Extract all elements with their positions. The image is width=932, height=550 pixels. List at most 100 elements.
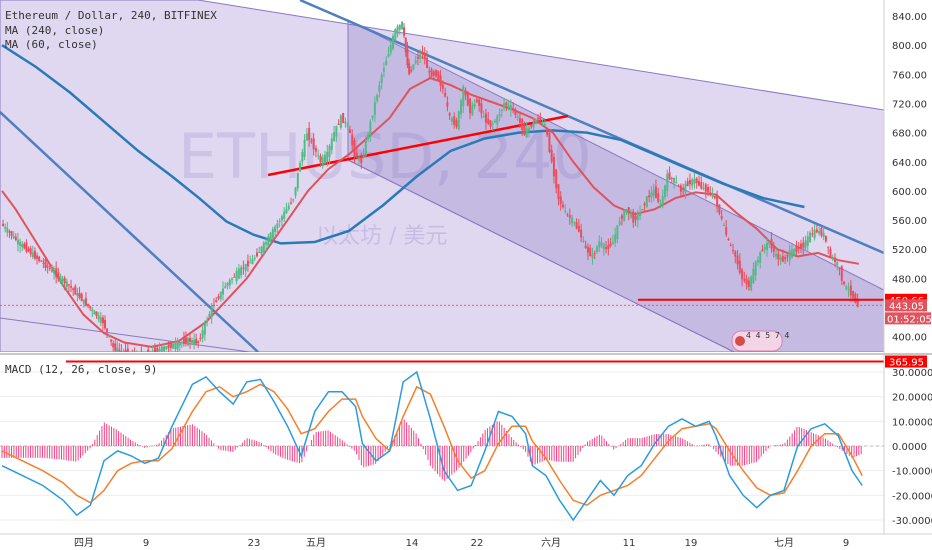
candle-body[interactable] (324, 154, 326, 164)
candle-body[interactable] (759, 252, 762, 263)
candle-body[interactable] (404, 37, 407, 53)
candle-body[interactable] (65, 281, 68, 288)
candle-body[interactable] (559, 196, 562, 204)
candle-body[interactable] (616, 225, 619, 240)
candle-body[interactable] (537, 117, 540, 120)
candle-body[interactable] (793, 249, 796, 255)
candle-body[interactable] (197, 341, 200, 343)
candle-body[interactable] (688, 180, 691, 185)
candle-body[interactable] (412, 64, 415, 70)
candle-body[interactable] (224, 286, 227, 289)
candle-body[interactable] (337, 123, 340, 125)
candle-body[interactable] (378, 85, 381, 92)
candle-body[interactable] (12, 236, 15, 238)
candle-body[interactable] (709, 192, 712, 194)
candle-body[interactable] (106, 328, 109, 332)
candle-body[interactable] (457, 111, 460, 130)
candle-body[interactable] (772, 247, 775, 252)
candle-body[interactable] (244, 263, 247, 271)
candle-body[interactable] (84, 298, 87, 306)
candle-body[interactable] (426, 57, 428, 69)
candle-body[interactable] (29, 248, 32, 255)
candle-body[interactable] (193, 339, 196, 345)
candle-body[interactable] (215, 300, 218, 303)
candle-body[interactable] (630, 214, 632, 218)
candle-body[interactable] (813, 229, 816, 239)
candle-body[interactable] (586, 246, 589, 253)
candle-body[interactable] (562, 204, 564, 208)
candle-body[interactable] (645, 196, 648, 208)
candle-body[interactable] (246, 260, 249, 267)
candle-body[interactable] (491, 123, 494, 125)
candle-body[interactable] (70, 286, 73, 288)
candle-body[interactable] (19, 241, 22, 246)
candle-body[interactable] (416, 56, 419, 59)
candle-body[interactable] (820, 227, 823, 236)
candle-body[interactable] (439, 75, 442, 86)
candle-body[interactable] (534, 120, 537, 124)
candle-body[interactable] (650, 192, 653, 198)
candle-body[interactable] (57, 272, 60, 278)
candle-body[interactable] (847, 289, 850, 291)
candle-body[interactable] (435, 70, 438, 77)
candle-body[interactable] (10, 231, 13, 236)
candle-body[interactable] (362, 154, 365, 158)
candle-body[interactable] (673, 177, 676, 183)
candle-body[interactable] (654, 186, 657, 198)
candle-body[interactable] (154, 347, 156, 353)
chart-title[interactable]: Ethereum / Dollar, 240, BITFINEX (5, 9, 217, 22)
candle-body[interactable] (118, 349, 121, 351)
candle-body[interactable] (80, 293, 83, 302)
candle-body[interactable] (500, 109, 503, 112)
candle-body[interactable] (410, 70, 413, 72)
candle-body[interactable] (695, 178, 698, 184)
candle-body[interactable] (498, 114, 501, 116)
candle-body[interactable] (834, 257, 836, 263)
candle-body[interactable] (804, 240, 807, 249)
candle-body[interactable] (72, 288, 75, 291)
candle-body[interactable] (104, 319, 107, 329)
candle-body[interactable] (342, 112, 345, 124)
candle-body[interactable] (734, 251, 737, 257)
candle-body[interactable] (253, 257, 256, 259)
candle-body[interactable] (89, 306, 92, 309)
candle-body[interactable] (679, 185, 682, 192)
candle-body[interactable] (756, 259, 759, 263)
candle-body[interactable] (228, 279, 231, 286)
candle-body[interactable] (684, 184, 687, 193)
candle-body[interactable] (802, 242, 805, 248)
candle-body[interactable] (632, 211, 635, 223)
candle-body[interactable] (732, 250, 734, 252)
candle-body[interactable] (242, 267, 245, 269)
candle-body[interactable] (408, 63, 411, 75)
candle-body[interactable] (716, 194, 719, 208)
candle-body[interactable] (305, 133, 308, 141)
candle-body[interactable] (722, 224, 725, 226)
candle-body[interactable] (573, 222, 576, 224)
candle-body[interactable] (460, 100, 462, 115)
candle-body[interactable] (303, 139, 306, 157)
candle-body[interactable] (602, 244, 605, 250)
candle-body[interactable] (120, 351, 123, 352)
candle-body[interactable] (348, 129, 351, 133)
candle-body[interactable] (564, 210, 567, 213)
candle-body[interactable] (605, 247, 608, 250)
candle-body[interactable] (548, 132, 551, 152)
candle-body[interactable] (108, 335, 111, 337)
candle-body[interactable] (156, 347, 159, 352)
candle-body[interactable] (720, 216, 723, 219)
candle-body[interactable] (385, 60, 388, 66)
candle-body[interactable] (180, 342, 183, 344)
candle-body[interactable] (353, 140, 356, 157)
candle-body[interactable] (110, 339, 113, 342)
candle-body[interactable] (326, 151, 329, 162)
candle-body[interactable] (607, 244, 610, 250)
candle-body[interactable] (448, 113, 451, 116)
candle-body[interactable] (843, 281, 846, 285)
candle-body[interactable] (661, 196, 664, 206)
candle-body[interactable] (280, 216, 283, 221)
candle-body[interactable] (523, 122, 526, 136)
candle-body[interactable] (4, 226, 7, 229)
candle-body[interactable] (795, 245, 798, 252)
candle-body[interactable] (702, 187, 705, 189)
